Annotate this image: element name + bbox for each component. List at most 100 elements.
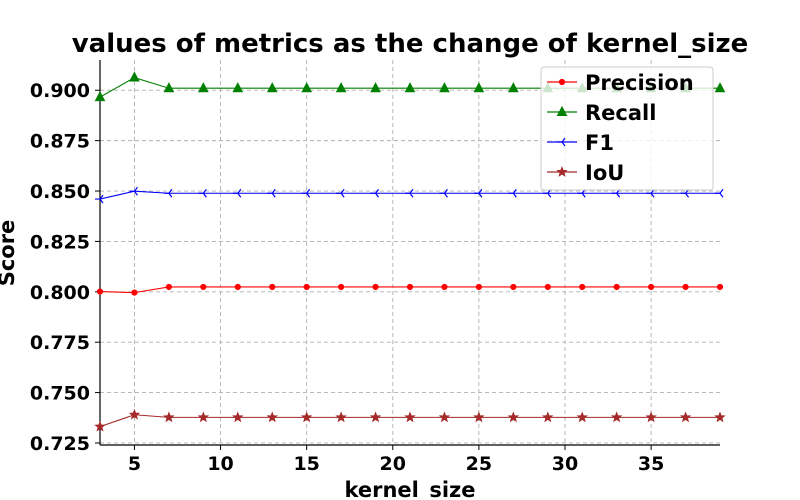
y-axis-label: Score: [0, 220, 19, 287]
chart-title: values of metrics as the change of kerne…: [72, 29, 749, 59]
point-precision: [579, 283, 586, 291]
point-precision: [475, 283, 482, 291]
x-tick-label: 30: [552, 453, 578, 475]
point-recall: [163, 82, 175, 93]
point-precision: [234, 283, 241, 291]
point-precision: [716, 283, 724, 291]
point-recall: [404, 82, 416, 93]
point-recall: [94, 91, 106, 102]
point-recall: [301, 82, 312, 93]
legend-label-f1: F1: [585, 131, 614, 155]
legend-marker-iou: [556, 166, 568, 177]
point-recall: [335, 82, 347, 93]
x-axis-label: kernel_size: [344, 478, 475, 500]
point-f1: [129, 186, 138, 196]
legend: Precision Recall F1 IoU: [540, 66, 714, 191]
point-precision: [648, 283, 655, 291]
point-f1: [715, 188, 724, 198]
y-tick-label: 0.825: [30, 231, 90, 253]
point-iou: [94, 420, 106, 432]
point-f1: [336, 188, 345, 198]
point-precision: [200, 283, 207, 291]
point-recall: [129, 71, 140, 82]
point-f1: [232, 188, 242, 198]
point-recall: [439, 82, 450, 93]
point-recall: [473, 82, 485, 93]
point-f1: [508, 188, 517, 198]
point-iou: [404, 411, 416, 423]
point-iou: [507, 411, 520, 423]
legend-label-precision: Precision: [585, 71, 694, 95]
legend-label-iou: IoU: [585, 161, 624, 185]
point-iou: [679, 411, 692, 423]
x-tick-label: 35: [638, 453, 664, 475]
x-tick-label: 5: [128, 453, 141, 475]
point-iou: [232, 411, 244, 423]
point-precision: [510, 283, 517, 291]
x-tick-label: 25: [466, 453, 492, 475]
point-iou: [197, 411, 210, 423]
y-tick-label: 0.750: [30, 383, 90, 405]
point-recall: [370, 82, 381, 93]
point-precision: [303, 283, 310, 291]
point-f1: [439, 188, 448, 198]
point-precision: [269, 283, 276, 291]
y-tick-label: 0.775: [30, 332, 90, 354]
point-precision: [372, 283, 379, 291]
point-iou: [128, 408, 141, 420]
point-iou: [438, 411, 451, 423]
point-f1: [370, 188, 380, 198]
x-tick-label: 20: [380, 453, 406, 475]
y-tick-label: 0.800: [30, 282, 90, 304]
point-f1: [405, 188, 414, 198]
axes: [99, 60, 720, 446]
point-f1: [301, 188, 311, 198]
y-tick-label: 0.850: [30, 181, 90, 203]
point-precision: [131, 289, 138, 296]
point-precision: [406, 283, 414, 291]
x-tick-label: 15: [293, 453, 319, 475]
point-recall: [198, 82, 209, 93]
point-recall: [232, 82, 244, 93]
legend-label-recall: Recall: [585, 101, 656, 125]
point-f1: [267, 188, 276, 198]
y-tick-label: 0.900: [30, 80, 90, 102]
ticks: 5 10 15 20 25 30 35 0.725 0.750 0.775 0.800 0.825 0.…: [30, 80, 664, 475]
point-precision: [165, 283, 172, 291]
point-precision: [338, 283, 345, 291]
series-precision: [96, 283, 724, 296]
point-f1: [198, 188, 207, 198]
point-precision: [544, 283, 551, 291]
series-iou: [94, 408, 726, 432]
legend-frame: [540, 66, 714, 191]
point-f1: [163, 188, 173, 198]
point-precision: [613, 283, 620, 291]
legend-marker-precision: [558, 78, 566, 86]
point-f1: [95, 194, 104, 204]
point-precision: [441, 283, 448, 291]
point-iou: [473, 411, 485, 423]
point-iou: [300, 411, 313, 423]
point-f1: [473, 188, 483, 198]
point-recall: [714, 82, 726, 93]
point-iou: [714, 411, 726, 423]
point-recall: [508, 82, 519, 93]
y-tick-label: 0.875: [30, 131, 90, 153]
point-precision: [682, 283, 689, 291]
point-precision: [96, 288, 104, 295]
point-iou: [576, 411, 588, 423]
point-iou: [542, 411, 554, 423]
series-f1: [95, 186, 724, 204]
point-iou: [335, 411, 347, 423]
x-tick-label: 10: [207, 453, 233, 475]
point-iou: [645, 411, 657, 423]
legend-marker-f1: [557, 137, 566, 147]
point-iou: [610, 411, 623, 423]
legend-marker-recall: [556, 105, 568, 116]
point-recall: [266, 82, 278, 93]
point-iou: [163, 411, 175, 423]
point-iou: [369, 411, 382, 423]
y-tick-label: 0.725: [30, 433, 90, 455]
point-iou: [266, 411, 278, 423]
